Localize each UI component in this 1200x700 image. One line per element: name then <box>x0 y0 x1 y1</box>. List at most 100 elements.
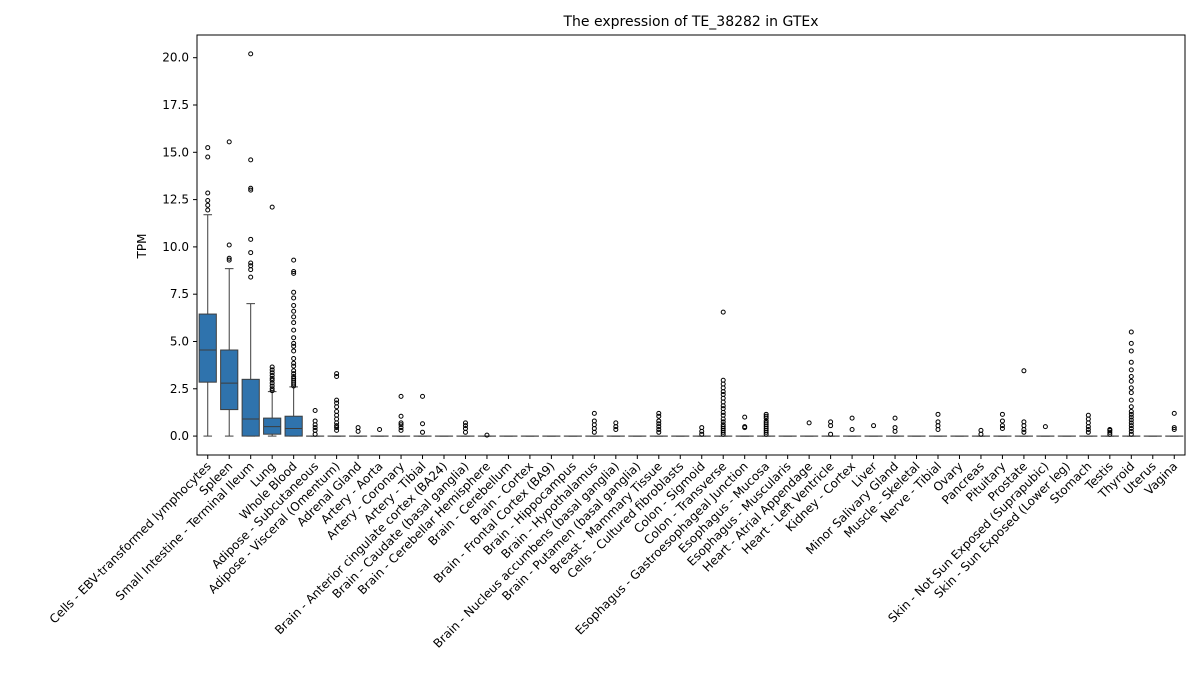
y-axis: 0.0 2.5 5.0 7.5 10.0 12.5 15.0 17.5 20.0 <box>162 51 197 443</box>
outlier-point <box>291 373 297 379</box>
outlier-point <box>291 360 297 366</box>
y-tick-label: 7.5 <box>170 287 189 301</box>
outlier-point <box>291 335 297 341</box>
outlier-point <box>205 190 211 196</box>
outlier-point <box>226 242 232 248</box>
outlier-point <box>871 423 877 429</box>
outlier-point <box>763 420 769 426</box>
outlier-point <box>291 340 297 346</box>
plot-area <box>198 51 1184 438</box>
outlier-point <box>334 371 340 377</box>
outlier-point <box>828 431 834 437</box>
outlier-point <box>398 420 404 426</box>
outlier-point <box>1128 414 1134 420</box>
outlier-point <box>613 426 619 432</box>
outlier-point <box>742 414 748 420</box>
box <box>284 415 303 437</box>
outlier-point <box>763 411 769 417</box>
outlier-point <box>334 373 340 379</box>
outlier-point <box>420 429 426 435</box>
outlier-point <box>699 425 705 431</box>
outlier-point <box>935 411 941 417</box>
outlier-point <box>420 393 426 399</box>
box-group <box>842 415 862 437</box>
outlier-point <box>1107 429 1113 435</box>
outlier-point <box>1128 348 1134 354</box>
outlier-point <box>269 364 275 370</box>
box-group <box>585 410 604 437</box>
box-group <box>885 415 905 437</box>
outlier-point <box>312 408 318 414</box>
outlier-point <box>720 406 726 412</box>
box-group <box>1036 424 1055 437</box>
outlier-point <box>398 422 404 428</box>
box-group <box>735 414 754 437</box>
outlier-point <box>591 418 597 424</box>
box-group <box>714 309 733 437</box>
outlier-point <box>656 410 662 416</box>
outlier-point <box>763 413 769 419</box>
outlier-point <box>999 418 1005 424</box>
box-group <box>348 425 368 437</box>
outlier-point <box>291 375 297 381</box>
box-group <box>1122 329 1141 437</box>
box-group <box>327 371 346 437</box>
outlier-point <box>291 303 297 309</box>
outlier-point <box>849 426 855 432</box>
outlier-point <box>312 427 318 433</box>
box <box>241 378 260 437</box>
box-group <box>800 420 819 437</box>
box-group <box>864 423 883 437</box>
chart-title: The expression of TE_38282 in GTEx <box>562 14 818 30</box>
outlier-point <box>334 427 340 433</box>
outlier-point <box>205 145 211 151</box>
outlier-point <box>1171 426 1177 432</box>
y-tick-label: 12.5 <box>162 193 189 207</box>
outlier-point <box>248 250 254 256</box>
outlier-point <box>1128 340 1134 346</box>
outlier-point <box>334 408 340 414</box>
box-group <box>821 419 840 437</box>
outlier-point <box>269 383 275 389</box>
box-group <box>649 410 668 437</box>
outlier-point <box>720 419 726 425</box>
y-tick-label: 2.5 <box>170 382 189 396</box>
box-group <box>413 393 432 437</box>
box-group <box>606 420 625 437</box>
outlier-point <box>334 425 340 431</box>
outlier-point <box>291 289 297 295</box>
outlier-point <box>1107 426 1113 432</box>
outlier-point <box>291 363 297 369</box>
outlier-point <box>205 202 211 208</box>
box-group <box>263 204 282 437</box>
box-group <box>1100 426 1119 437</box>
box-group <box>971 427 991 437</box>
outlier-point <box>291 308 297 314</box>
outlier-point <box>291 368 297 374</box>
outlier-point <box>398 425 404 431</box>
outlier-point <box>205 198 211 204</box>
outlier-point <box>248 274 254 280</box>
outlier-point <box>291 270 297 276</box>
box-group <box>477 432 497 438</box>
outlier-point <box>892 425 898 431</box>
outlier-point <box>1128 428 1134 434</box>
box <box>220 349 239 411</box>
outlier-point <box>720 412 726 418</box>
outlier-point <box>291 356 297 362</box>
box-group <box>220 139 239 437</box>
outlier-point <box>720 309 726 315</box>
outlier-point <box>205 207 211 213</box>
outlier-point <box>1042 424 1048 430</box>
outlier-point <box>312 418 318 424</box>
outlier-point <box>656 413 662 419</box>
outlier-point <box>935 419 941 425</box>
outlier-point <box>1128 397 1134 403</box>
outlier-point <box>999 423 1005 429</box>
outlier-point <box>1171 410 1177 416</box>
outlier-point <box>377 426 383 432</box>
outlier-point <box>720 424 726 430</box>
outlier-point <box>291 327 297 333</box>
outlier-point <box>226 139 232 145</box>
